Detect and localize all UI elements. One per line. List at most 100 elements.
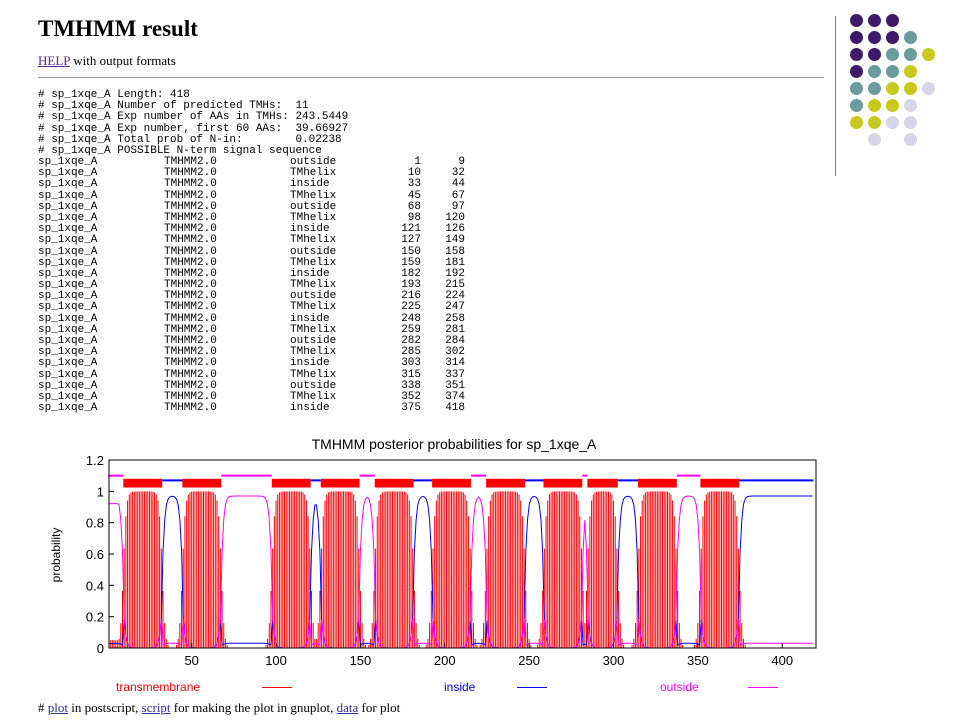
- cell-end: 284: [445, 335, 465, 347]
- cell-sequence: sp_1xqe_A: [38, 312, 98, 325]
- cell-end: 149: [445, 234, 465, 247]
- decor-dot: [904, 31, 917, 44]
- cell-start: 225: [401, 301, 421, 314]
- cell-feature: inside: [290, 312, 330, 325]
- cell-end: 215: [445, 279, 465, 292]
- decor-dot: [868, 65, 881, 78]
- topology-helix-block: [271, 478, 311, 488]
- summary-line: # sp_1xqe_A Total prob of N-in: 0.02238: [38, 133, 342, 146]
- cell-source: TMHMM2.0: [164, 346, 217, 359]
- legend-swatch: [748, 687, 778, 688]
- plot-link[interactable]: plot: [47, 700, 68, 715]
- cell-feature: TMhelix: [290, 323, 337, 336]
- cell-end: 97: [451, 200, 465, 213]
- decor-dot: [850, 116, 863, 129]
- plot-area: 0 0.2 0.4 0.6 0.8 1 1.2 50 100 150 200 250 300 350 400: [86, 453, 817, 668]
- script-link[interactable]: script: [141, 700, 171, 715]
- y-tick-label: 1: [97, 484, 104, 499]
- cell-end: 281: [445, 323, 465, 336]
- decor-dot: [904, 116, 917, 129]
- cell-end: 351: [445, 379, 465, 392]
- legend-label: outside: [660, 680, 699, 694]
- footer-text-1: in postscript,: [67, 700, 142, 715]
- cell-feature: TMhelix: [290, 211, 337, 224]
- cell-start: 150: [401, 245, 421, 258]
- decor-dot: [868, 99, 881, 112]
- cell-start: 285: [401, 346, 421, 359]
- cell-source: TMHMM2.0: [164, 156, 217, 168]
- cell-end: 181: [445, 256, 465, 269]
- data-link[interactable]: data: [336, 700, 359, 715]
- cell-end: 374: [445, 390, 465, 403]
- cell-end: 418: [445, 402, 465, 415]
- cell-feature: TMhelix: [290, 256, 337, 269]
- decor-dot: [850, 99, 863, 112]
- legend-label: transmembrane: [116, 680, 201, 694]
- footer-prefix: #: [38, 700, 48, 715]
- legend-swatch: [262, 687, 292, 688]
- help-line: HELP with output formats: [38, 53, 176, 69]
- cell-feature: TMhelix: [290, 279, 337, 292]
- decor-dot: [886, 14, 899, 27]
- help-text: with output formats: [70, 53, 176, 68]
- header-divider: [38, 77, 824, 78]
- cell-start: 352: [401, 390, 421, 403]
- cell-end: 67: [451, 189, 465, 202]
- cell-start: 303: [401, 357, 421, 370]
- decor-dot: [904, 133, 917, 146]
- help-link[interactable]: HELP: [38, 53, 71, 68]
- x-tick-label: 300: [603, 653, 625, 668]
- cell-feature: outside: [290, 245, 337, 258]
- topology-helix-block: [637, 478, 677, 488]
- topology-helix-block: [587, 478, 618, 488]
- cell-source: TMHMM2.0: [164, 312, 217, 325]
- cell-sequence: sp_1xqe_A: [38, 245, 98, 258]
- cell-sequence: sp_1xqe_A: [38, 256, 98, 269]
- cell-feature: inside: [290, 402, 330, 415]
- cell-sequence: sp_1xqe_A: [38, 267, 98, 280]
- x-tick-label: 150: [350, 653, 372, 668]
- topology-helix-block: [700, 478, 740, 488]
- cell-start: 338: [401, 379, 421, 392]
- cell-start: 259: [401, 323, 421, 336]
- summary-line: # sp_1xqe_A Exp number of AAs in TMHs: 2…: [38, 111, 349, 124]
- cell-feature: outside: [290, 379, 337, 392]
- decor-dot: [904, 65, 917, 78]
- decor-dot: [868, 14, 881, 27]
- decor-dot: [904, 99, 917, 112]
- cell-source: TMHMM2.0: [164, 390, 217, 403]
- cell-end: 247: [445, 301, 465, 314]
- cell-source: TMHMM2.0: [164, 200, 217, 213]
- cell-start: 127: [401, 234, 421, 247]
- cell-source: TMHMM2.0: [164, 323, 217, 336]
- cell-start: 68: [407, 200, 421, 213]
- cell-source: TMHMM2.0: [164, 279, 217, 292]
- cell-source: TMHMM2.0: [164, 301, 217, 314]
- decor-dot: [850, 14, 863, 27]
- cell-sequence: sp_1xqe_A: [38, 279, 98, 292]
- cell-start: 375: [401, 402, 421, 415]
- cell-start: 121: [401, 223, 421, 236]
- cell-sequence: sp_1xqe_A: [38, 368, 98, 381]
- cell-end: 337: [445, 368, 465, 381]
- cell-source: TMHMM2.0: [164, 256, 217, 269]
- summary-line: # sp_1xqe_A Number of predicted TMHs: 11: [38, 100, 309, 113]
- cell-sequence: sp_1xqe_A: [38, 379, 98, 392]
- cell-feature: TMhelix: [290, 234, 337, 247]
- cell-source: TMHMM2.0: [164, 189, 217, 202]
- decor-dot: [886, 65, 899, 78]
- cell-sequence: sp_1xqe_A: [38, 223, 98, 236]
- cell-feature: TMhelix: [290, 368, 337, 381]
- vertical-divider: [835, 16, 836, 176]
- cell-feature: outside: [290, 290, 337, 303]
- legend-swatch: [517, 687, 547, 688]
- cell-end: 126: [445, 223, 465, 236]
- x-tick-label: 250: [518, 653, 540, 668]
- decor-dot: [886, 82, 899, 95]
- cell-end: 120: [445, 211, 465, 224]
- y-tick-label: 0.8: [86, 516, 104, 531]
- cell-start: 282: [401, 335, 421, 347]
- cell-source: TMHMM2.0: [164, 368, 217, 381]
- decor-dot: [886, 99, 899, 112]
- decor-dot: [886, 48, 899, 61]
